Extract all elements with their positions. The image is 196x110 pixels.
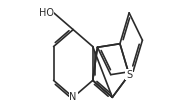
Text: S: S	[126, 70, 132, 80]
Text: HO: HO	[39, 8, 54, 18]
Text: N: N	[69, 92, 77, 102]
